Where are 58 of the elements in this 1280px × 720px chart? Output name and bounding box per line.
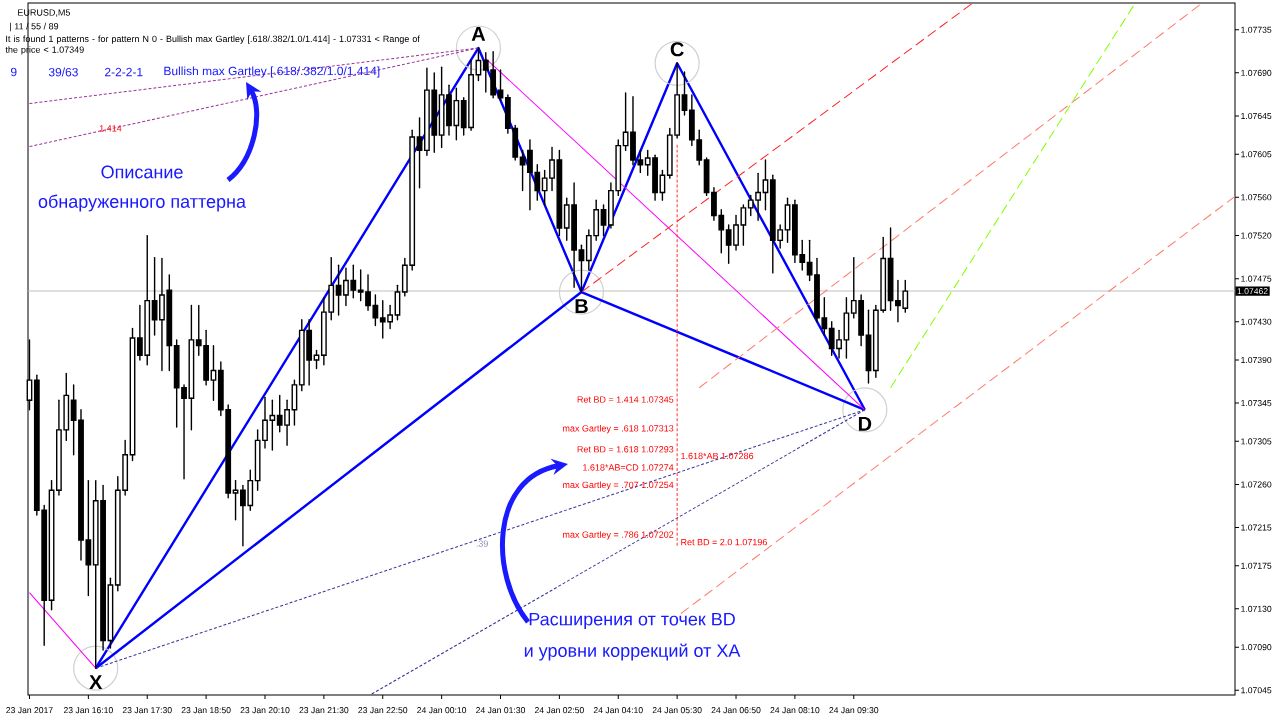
y-tick-label: 1.07475 xyxy=(1241,275,1272,282)
ref-line-label: 1.07462 xyxy=(1237,288,1268,295)
annotation: C xyxy=(670,42,684,57)
text: | 11 / 55 / 89 xyxy=(10,22,59,32)
annotation: max Gartley = .786 1.07202 xyxy=(563,531,674,540)
y-tick-label: 1.07520 xyxy=(1241,232,1272,239)
y-tick-label: 1.07345 xyxy=(1241,400,1272,407)
annotation: A xyxy=(471,27,486,41)
annotation: 1.414 xyxy=(99,125,122,132)
annotation: max Gartley = .707 1.07254 xyxy=(563,481,674,490)
x-tick-label: 24 Jan 08:10 xyxy=(770,707,820,714)
x-tick-label: 24 Jan 06:50 xyxy=(711,707,761,714)
y-tick-label: 1.07215 xyxy=(1241,524,1272,531)
y-tick-label: 1.07735 xyxy=(1241,26,1272,33)
annotation: обнаруженного паттерна xyxy=(38,194,246,212)
y-tick-label: 1.07305 xyxy=(1241,438,1272,445)
y-tick-label: 1.07690 xyxy=(1241,69,1272,76)
annotation: 1.618*AB 1.07286 xyxy=(681,452,754,460)
x-tick-label: 24 Jan 00:10 xyxy=(417,707,467,714)
annotation: 39/63 xyxy=(48,67,78,77)
annotation: Описание xyxy=(101,165,183,179)
annotation: 1.618*AB=CD 1.07274 xyxy=(583,464,674,471)
annotation: и уровни коррекций от XA xyxy=(524,643,741,661)
y-tick-label: 1.07560 xyxy=(1241,194,1272,201)
x-tick-label: 23 Jan 18:50 xyxy=(181,707,231,714)
x-tick-label: 24 Jan 04:10 xyxy=(593,707,643,714)
annotation: B xyxy=(575,299,588,313)
text: EURUSD,M5 xyxy=(18,9,71,17)
annotation: max Gartley = .618 1.07313 xyxy=(563,424,674,434)
x-tick-label: 24 Jan 01:30 xyxy=(476,707,526,714)
y-tick-label: 1.07175 xyxy=(1241,562,1272,569)
annotation: .39 xyxy=(476,540,488,547)
x-tick-label: 23 Jan 17:30 xyxy=(122,707,172,714)
x-tick-label: 23 Jan 16:10 xyxy=(63,707,113,714)
x-tick-label: 23 Jan 20:10 xyxy=(240,707,290,714)
annotation: 2-2-2-1 xyxy=(105,67,143,77)
x-tick-label: 24 Jan 09:30 xyxy=(829,707,879,714)
x-tick-label: 23 Jan 2017 xyxy=(6,707,53,714)
x-tick-label: 24 Jan 05:30 xyxy=(652,707,702,714)
annotation: Ret BD = 1.414 1.07345 xyxy=(577,396,674,403)
annotation: D xyxy=(858,416,872,431)
y-tick-label: 1.07045 xyxy=(1241,687,1272,694)
x-tick-label: 23 Jan 22:50 xyxy=(358,707,408,714)
y-tick-label: 1.07130 xyxy=(1241,605,1272,612)
y-tick-label: 1.07430 xyxy=(1241,318,1272,325)
y-tick-label: 1.07390 xyxy=(1241,356,1272,364)
x-tick-label: 24 Jan 02:50 xyxy=(534,707,584,714)
annotation: Ret BD = 1.618 1.07293 xyxy=(577,446,674,453)
x-tick-label: 23 Jan 21:30 xyxy=(299,707,349,714)
annotation: X xyxy=(89,675,103,690)
y-tick-label: 1.07090 xyxy=(1241,644,1272,651)
y-tick-label: 1.07645 xyxy=(1241,112,1272,119)
annotation: It is found 1 patterns - for pattern N 0 - Bullish max Gartley [.618/.382/1.0/1.414] - 1.07331 < Range of the price < 1.07349 xyxy=(5,35,420,55)
annotation: Ret BD = 2.0 1.07196 xyxy=(681,538,767,546)
y-tick-label: 1.07605 xyxy=(1241,151,1272,158)
text: 9 xyxy=(10,67,17,77)
y-tick-label: 1.07260 xyxy=(1241,481,1272,488)
annotation: Расширения от точек BD xyxy=(529,612,735,630)
